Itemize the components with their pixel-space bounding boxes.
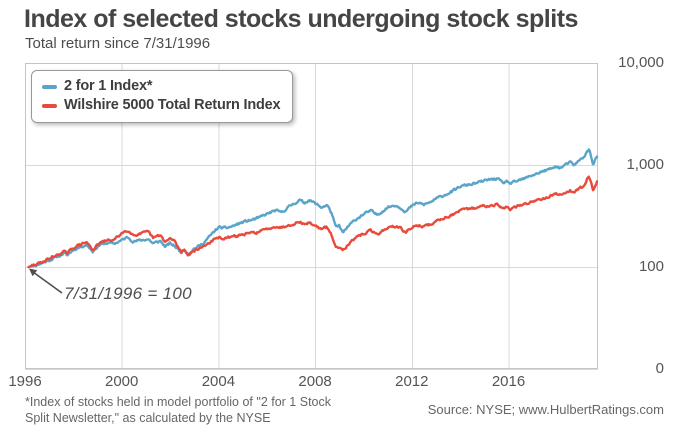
annotation-arrow-head xyxy=(29,268,38,277)
page-title: Index of selected stocks undergoing stoc… xyxy=(24,5,578,33)
plot-border xyxy=(25,63,598,369)
legend-item-2for1: 2 for 1 Index* xyxy=(42,77,280,96)
series-line-2for1-index xyxy=(27,148,599,269)
y-tick-100: 100 xyxy=(638,258,664,275)
legend-label-wilshire: Wilshire 5000 Total Return Index xyxy=(64,97,281,113)
y-tick-0: 0 xyxy=(655,360,664,377)
y-tick-10000: 10,000 xyxy=(618,54,664,71)
x-tick-1996: 1996 xyxy=(8,373,42,390)
y-tick-1000: 1,000 xyxy=(626,156,664,173)
x-tick-2008: 2008 xyxy=(298,373,332,390)
legend-swatch-blue xyxy=(42,85,57,89)
chart-subtitle: Total return since 7/31/1996 xyxy=(25,35,211,52)
footnote: *Index of stocks held in model portfolio… xyxy=(25,394,331,426)
x-tick-2004: 2004 xyxy=(201,373,236,390)
footnote-line1: *Index of stocks held in model portfolio… xyxy=(25,395,331,409)
x-tick-2012: 2012 xyxy=(395,373,429,390)
footnote-line2: Split Newsletter," as calculated by the … xyxy=(25,411,271,425)
annotation-arrow-line xyxy=(32,271,63,294)
legend-swatch-red xyxy=(42,104,57,108)
source-credit: Source: NYSE; www.HulbertRatings.com xyxy=(427,402,664,417)
legend: 2 for 1 Index* Wilshire 5000 Total Retur… xyxy=(31,70,294,123)
x-tick-2016: 2016 xyxy=(491,373,526,390)
base-value-annotation: 7/31/1996 = 100 xyxy=(64,284,192,303)
series-line-wilshire-5000 xyxy=(27,175,599,269)
x-tick-2000: 2000 xyxy=(105,373,139,390)
legend-item-wilshire: Wilshire 5000 Total Return Index xyxy=(42,96,281,115)
legend-label-2for1: 2 for 1 Index* xyxy=(64,78,153,94)
